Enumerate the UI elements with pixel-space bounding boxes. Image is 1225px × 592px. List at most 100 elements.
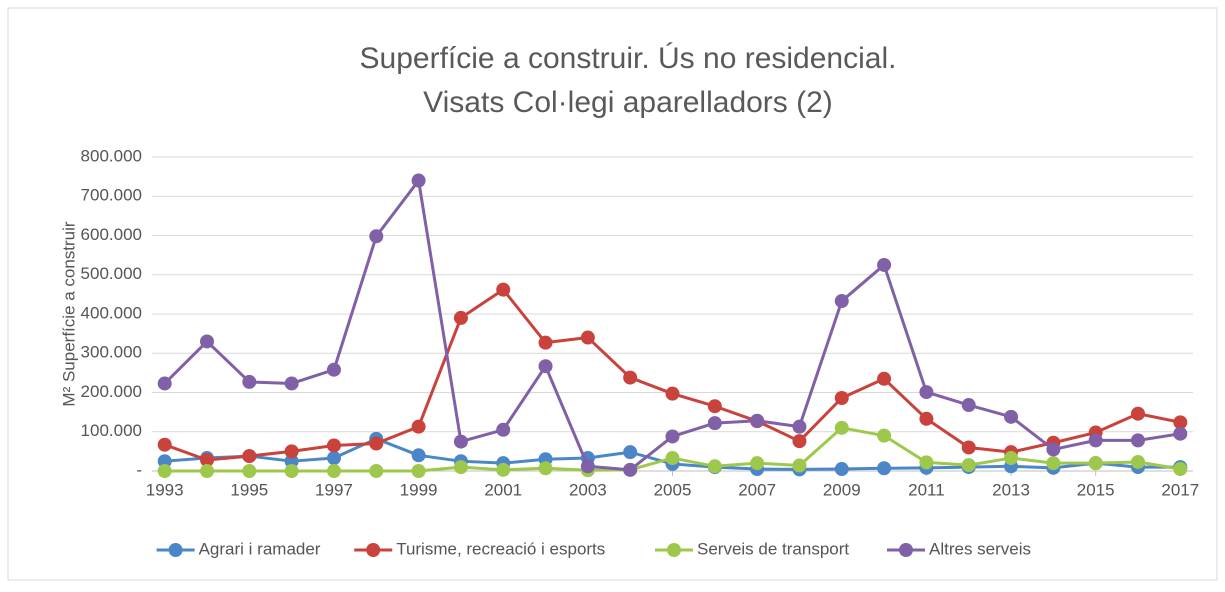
data-point (707, 399, 722, 414)
data-point (284, 454, 299, 469)
data-point (326, 438, 341, 453)
legend-marker (366, 543, 381, 557)
data-point (1088, 456, 1103, 471)
data-point (411, 464, 426, 478)
x-tick-label: 2009 (823, 480, 861, 499)
x-tick-label: 2005 (654, 480, 692, 499)
data-point (1004, 409, 1019, 424)
data-point (919, 385, 934, 400)
x-tick-label: 2011 (908, 480, 945, 499)
data-point (453, 310, 468, 325)
data-point (369, 229, 384, 244)
y-tick-label: 500.000 (81, 264, 142, 283)
data-point (284, 464, 299, 478)
data-point (877, 257, 892, 272)
y-tick-label: 100.000 (81, 421, 142, 440)
data-point (580, 330, 595, 345)
data-point (792, 458, 807, 473)
x-tick-label: 1997 (315, 480, 353, 499)
legend-label: Serveis de transport (697, 539, 849, 558)
x-tick-label: 2015 (1077, 480, 1115, 499)
chart-title: Visats Col·legi aparelladors (2) (423, 86, 833, 119)
data-point (284, 444, 299, 459)
legend-marker (168, 543, 183, 557)
data-point (411, 173, 426, 188)
data-point (157, 454, 172, 469)
data-point (157, 437, 172, 452)
chart-title: Superfície a construir. Ús no residencia… (360, 42, 897, 75)
y-tick-label: 800.000 (81, 146, 142, 165)
data-point (200, 453, 215, 468)
data-point (326, 451, 341, 466)
data-point (284, 376, 299, 391)
data-point (877, 371, 892, 386)
data-point (411, 419, 426, 434)
data-point (877, 461, 892, 476)
data-point (580, 459, 595, 474)
data-point (242, 374, 257, 389)
data-point (961, 440, 976, 455)
data-point (834, 294, 849, 309)
data-point (326, 362, 341, 377)
x-tick-label: 2013 (992, 480, 1030, 499)
data-point (1130, 433, 1145, 448)
data-point (623, 462, 638, 477)
legend-marker (667, 543, 681, 557)
data-point (877, 428, 892, 443)
data-point (623, 370, 638, 385)
legend-label: Agrari i ramader (199, 539, 321, 558)
x-tick-label: 1995 (230, 480, 268, 499)
data-point (157, 376, 172, 391)
data-point (834, 390, 849, 405)
data-point (242, 464, 257, 478)
y-tick-label: 200.000 (81, 382, 142, 401)
data-point (369, 464, 384, 478)
data-point (623, 445, 638, 460)
data-point (665, 451, 680, 466)
data-point (1130, 454, 1145, 469)
data-point (750, 456, 765, 471)
x-tick-label: 2001 (484, 480, 522, 499)
legend-label: Altres serveis (929, 539, 1031, 558)
data-point (538, 461, 553, 476)
data-point (1130, 406, 1145, 421)
data-point (242, 449, 257, 464)
y-axis-label: M² Superfície a construir (59, 221, 78, 407)
data-point (496, 462, 511, 477)
data-point (538, 359, 553, 374)
data-point (834, 420, 849, 435)
x-tick-label: 2003 (569, 480, 607, 499)
data-point (1173, 426, 1188, 441)
data-point (453, 434, 468, 449)
legend-marker (899, 543, 913, 557)
data-point (1046, 456, 1061, 471)
data-point (792, 419, 807, 434)
data-point (834, 462, 849, 477)
data-point (496, 282, 511, 297)
data-point (200, 464, 215, 478)
data-point (1173, 415, 1188, 430)
data-point (496, 422, 511, 437)
data-point (1173, 462, 1188, 477)
data-point (453, 460, 468, 475)
data-point (665, 429, 680, 444)
data-point (919, 411, 934, 426)
data-point (961, 398, 976, 413)
data-point (538, 335, 553, 350)
data-point (707, 416, 722, 431)
x-tick-label: 1999 (400, 480, 438, 499)
data-point (750, 413, 765, 428)
data-point (665, 386, 680, 401)
data-point (1046, 442, 1061, 457)
y-tick-label: - (136, 460, 142, 479)
data-point (369, 436, 384, 451)
data-point (326, 464, 341, 478)
data-point (200, 334, 215, 349)
data-point (707, 459, 722, 474)
chart-frame (7, 7, 1218, 581)
data-point (961, 458, 976, 473)
data-point (157, 464, 172, 478)
data-point (1088, 433, 1103, 448)
data-point (919, 455, 934, 470)
